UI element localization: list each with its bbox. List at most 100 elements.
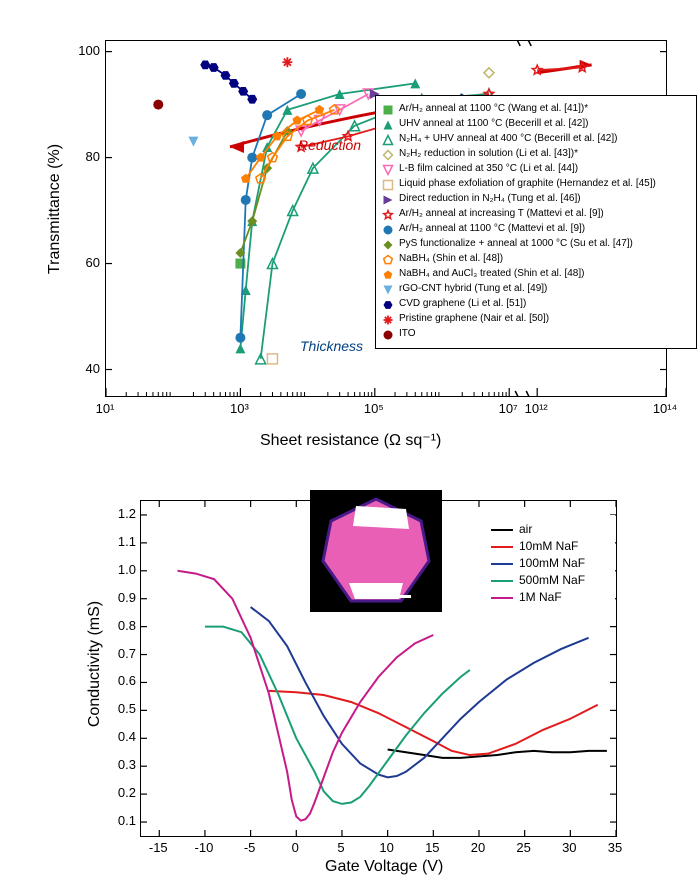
legend-row: rGO-CNT hybrid (Tung et al. [49]) <box>382 282 690 297</box>
legend-marker <box>382 104 394 116</box>
top-xtick: 10⁵ <box>354 401 394 416</box>
bottom-ytick: 0.7 <box>106 646 136 661</box>
legend-label: CVD graphene (Li et al. [51]) <box>399 297 526 312</box>
legend-label: N₂H₄ + UHV anneal at 400 °C (Becerill et… <box>399 132 617 147</box>
bottom-figure: Conductivity (mS) Gate Voltage (V) air10… <box>0 470 700 890</box>
top-figure: Transmittance (%) Sheet resistance (Ω sq… <box>0 0 700 455</box>
legend-row: NaBH₄ (Shin et al. [48]) <box>382 252 690 267</box>
bottom-ytick: 0.3 <box>106 757 136 772</box>
bottom-xtick: 0 <box>281 840 309 855</box>
legend-row: 1M NaF <box>491 589 609 606</box>
legend-row: 100mM NaF <box>491 555 609 572</box>
legend-row: 500mM NaF <box>491 572 609 589</box>
top-xtick: 10³ <box>219 401 259 416</box>
top-ytick: 80 <box>70 149 100 164</box>
legend-marker <box>382 299 394 311</box>
legend-line <box>491 563 513 565</box>
bottom-xtick: 25 <box>510 840 538 855</box>
bottom-xtick: 20 <box>464 840 492 855</box>
bottom-legend: air10mM NaF100mM NaF500mM NaF1M NaF <box>485 515 615 612</box>
bottom-ytick: 0.5 <box>106 701 136 716</box>
top-ytick: 60 <box>70 255 100 270</box>
bottom-ytick: 0.8 <box>106 618 136 633</box>
top-xlabel: Sheet resistance (Ω sq⁻¹) <box>260 430 441 450</box>
legend-marker <box>382 284 394 296</box>
legend-row: air <box>491 521 609 538</box>
legend-label: 1M NaF <box>519 589 562 606</box>
legend-label: Direct reduction in N₂H₄ (Tung et al. [4… <box>399 192 581 207</box>
top-xtick: 10¹ <box>85 401 125 416</box>
legend-marker <box>382 119 394 131</box>
legend-marker <box>382 329 394 341</box>
legend-line <box>491 580 513 582</box>
legend-label: rGO-CNT hybrid (Tung et al. [49]) <box>399 282 547 297</box>
bottom-ytick: 0.9 <box>106 590 136 605</box>
legend-row: NaBH₄ and AuCl₃ treated (Shin et al. [48… <box>382 267 690 282</box>
legend-label: 10mM NaF <box>519 538 578 555</box>
bottom-xtick: 10 <box>373 840 401 855</box>
legend-label: Ar/H₂ anneal at 1100 °C (Mattevi et al. … <box>399 222 585 237</box>
legend-marker <box>382 224 394 236</box>
bottom-xtick: -5 <box>236 840 264 855</box>
legend-row: Liquid phase exfoliation of graphite (He… <box>382 177 690 192</box>
legend-marker <box>382 179 394 191</box>
legend-marker <box>382 314 394 326</box>
legend-marker <box>382 134 394 146</box>
legend-row: Direct reduction in N₂H₄ (Tung et al. [4… <box>382 192 690 207</box>
legend-label: N₂H₂ reduction in solution (Li et al. [4… <box>399 147 578 162</box>
bottom-ytick: 1.0 <box>106 562 136 577</box>
bottom-ytick: 0.1 <box>106 813 136 828</box>
legend-row: N₂H₄ + UHV anneal at 400 °C (Becerill et… <box>382 132 690 147</box>
legend-label: UHV anneal at 1100 °C (Becerill et al. [… <box>399 117 588 132</box>
bottom-ytick: 0.6 <box>106 673 136 688</box>
legend-marker <box>382 149 394 161</box>
bottom-ytick: 1.2 <box>106 506 136 521</box>
bottom-ytick: 0.4 <box>106 729 136 744</box>
legend-row: CVD graphene (Li et al. [51]) <box>382 297 690 312</box>
top-ytick: 100 <box>70 43 100 58</box>
legend-label: ITO <box>399 327 415 342</box>
bottom-xtick: 30 <box>555 840 583 855</box>
legend-label: Liquid phase exfoliation of graphite (He… <box>399 177 656 192</box>
bottom-xtick: 5 <box>327 840 355 855</box>
annotation-reduction: Reduction <box>298 137 361 153</box>
bottom-xlabel: Gate Voltage (V) <box>325 858 443 876</box>
legend-marker <box>382 194 394 206</box>
legend-row: Ar/H₂ anneal at 1100 °C (Wang et al. [41… <box>382 102 690 117</box>
top-xtick: 10¹⁴ <box>645 401 685 416</box>
bottom-xtick: 15 <box>418 840 446 855</box>
legend-row: Pristine graphene (Nair et al. [50]) <box>382 312 690 327</box>
legend-marker <box>382 164 394 176</box>
bottom-ytick: 0.2 <box>106 785 136 800</box>
bottom-ytick: 1.1 <box>106 534 136 549</box>
legend-marker <box>382 239 394 251</box>
legend-marker <box>382 254 394 266</box>
legend-label: Ar/H₂ anneal at increasing T (Mattevi et… <box>399 207 604 222</box>
legend-line <box>491 546 513 548</box>
legend-label: Ar/H₂ anneal at 1100 °C (Wang et al. [41… <box>399 102 588 117</box>
legend-row: L-B film calcined at 350 °C (Li et al. [… <box>382 162 690 177</box>
legend-label: L-B film calcined at 350 °C (Li et al. [… <box>399 162 578 177</box>
legend-marker <box>382 269 394 281</box>
legend-label: air <box>519 521 532 538</box>
legend-marker <box>382 209 394 221</box>
legend-label: NaBH₄ and AuCl₃ treated (Shin et al. [48… <box>399 267 584 282</box>
bottom-xtick: -15 <box>144 840 172 855</box>
legend-label: Pristine graphene (Nair et al. [50]) <box>399 312 549 327</box>
top-ytick: 40 <box>70 361 100 376</box>
inset-micrograph <box>310 490 442 612</box>
legend-line <box>491 529 513 531</box>
legend-label: 100mM NaF <box>519 555 585 572</box>
top-ylabel: Transmittance (%) <box>46 139 64 279</box>
legend-label: NaBH₄ (Shin et al. [48]) <box>399 252 503 267</box>
legend-row: UHV anneal at 1100 °C (Becerill et al. [… <box>382 117 690 132</box>
bottom-ylabel: Conductivity (mS) <box>86 594 104 734</box>
top-legend: Ar/H₂ anneal at 1100 °C (Wang et al. [41… <box>375 95 697 349</box>
legend-row: PyS functionalize + anneal at 1000 °C (S… <box>382 237 690 252</box>
legend-row: N₂H₂ reduction in solution (Li et al. [4… <box>382 147 690 162</box>
top-xtick: 10¹² <box>516 401 556 416</box>
annotation-thickness: Thickness <box>300 338 363 354</box>
legend-line <box>491 597 513 599</box>
legend-row: Ar/H₂ anneal at 1100 °C (Mattevi et al. … <box>382 222 690 237</box>
legend-row: ITO <box>382 327 690 342</box>
